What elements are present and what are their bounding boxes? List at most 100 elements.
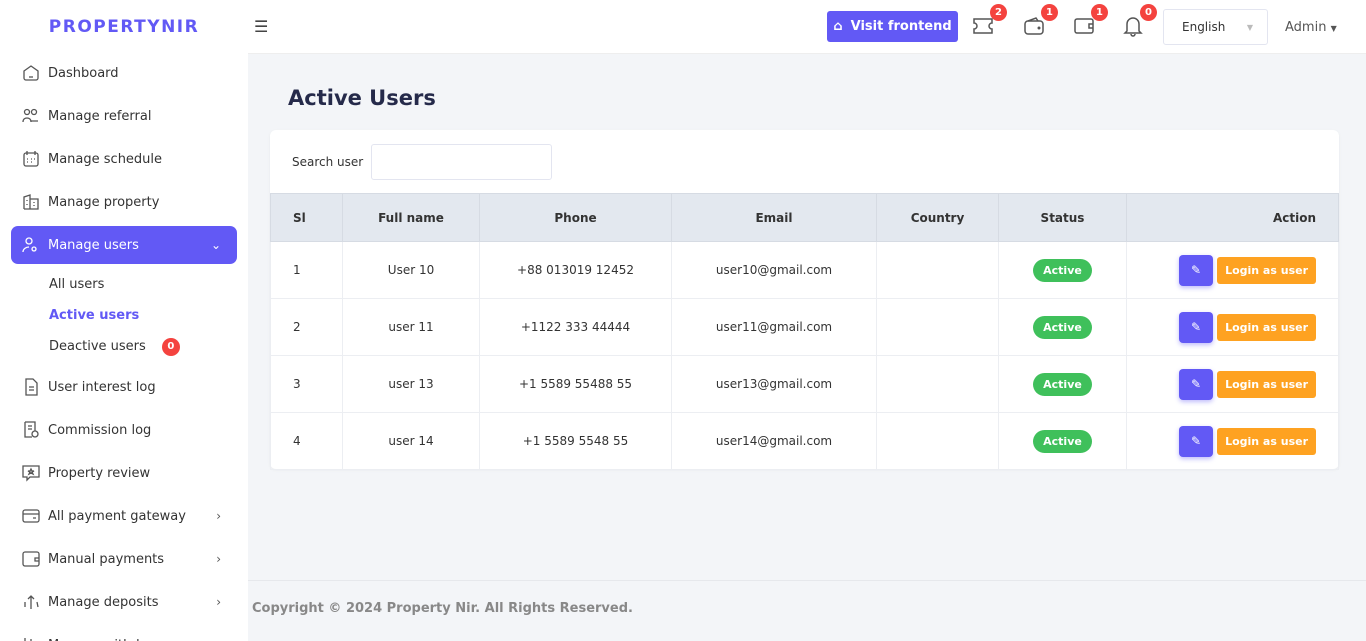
search-bar: Search user — [292, 144, 553, 180]
cell-action: ✎ Login as user — [1126, 298, 1339, 356]
cell-sl: 2 — [270, 298, 343, 356]
bell-icon[interactable]: 0 — [1121, 4, 1157, 38]
building-icon — [22, 193, 40, 211]
deposit-icon — [22, 593, 40, 611]
sidebar-item-manage-users[interactable]: Manage users ⌄ — [11, 226, 237, 264]
edit-button[interactable]: ✎ — [1179, 254, 1214, 286]
cell-name: user 14 — [342, 412, 480, 470]
cell-country — [876, 355, 999, 413]
sidebar-item-manage-deposits[interactable]: Manage deposits › — [11, 583, 237, 621]
cell-name: user 11 — [342, 298, 480, 356]
sidebar-item-manage-referral[interactable]: Manage referral — [11, 97, 237, 135]
cell-action: ✎ Login as user — [1126, 355, 1339, 413]
edit-button[interactable]: ✎ — [1179, 311, 1214, 343]
sidebar-item-user-interest-log[interactable]: User interest log — [11, 368, 237, 406]
payment-icon[interactable]: 1 — [1072, 4, 1108, 38]
cell-phone: +1 5589 55488 55 — [479, 355, 672, 413]
column-header-email: Email — [671, 193, 877, 242]
sidebar-item-property-review[interactable]: Property review — [11, 454, 237, 492]
status-badge: Active — [1033, 372, 1092, 396]
cell-action: ✎ Login as user — [1126, 412, 1339, 470]
cell-phone: +1122 333 44444 — [479, 298, 672, 356]
cell-status: Active — [998, 298, 1127, 356]
language-select[interactable]: English ▼ — [1163, 9, 1268, 45]
pencil-icon: ✎ — [1191, 377, 1202, 391]
edit-button[interactable]: ✎ — [1179, 425, 1214, 457]
pencil-icon: ✎ — [1191, 263, 1202, 277]
star-message-icon — [22, 464, 40, 482]
cell-email: user10@gmail.com — [671, 241, 877, 299]
table-row: 2 user 11 +1122 333 44444 user11@gmail.c… — [270, 298, 1339, 356]
status-badge: Active — [1033, 429, 1092, 453]
users-card: Search user Sl Full name Phone Email Country… — [270, 130, 1339, 470]
sidebar-item-dashboard[interactable]: Dashboard — [11, 54, 237, 92]
cell-email: user11@gmail.com — [671, 298, 877, 356]
card-icon — [22, 507, 40, 525]
calendar-icon — [22, 150, 40, 168]
payment-badge: 1 — [1091, 4, 1108, 21]
cell-name: user 13 — [342, 355, 480, 413]
page-title: Active Users — [288, 86, 436, 110]
cell-name: User 10 — [342, 241, 480, 299]
sidebar-item-manage-schedule[interactable]: Manage schedule — [11, 140, 237, 178]
cell-status: Active — [998, 241, 1127, 299]
users-table: Sl Full name Phone Email Country Status Action… — [270, 193, 1339, 470]
cell-sl: 1 — [270, 241, 343, 299]
table-row: 1 User 10 +88 013019 12452 user10@gmail.… — [270, 241, 1339, 299]
topbar: ☰ ⌂ Visit frontend 2 1 1 0 English ▼ Admin… — [248, 0, 1366, 54]
status-badge: Active — [1033, 315, 1092, 339]
sidebar-item-manual-payments[interactable]: Manual payments › — [11, 540, 237, 578]
user-gear-icon — [22, 236, 40, 254]
sidebar-item-all-payment-gateway[interactable]: All payment gateway › — [11, 497, 237, 535]
caret-down-icon: ▼ — [1246, 22, 1253, 32]
login-as-user-button[interactable]: Login as user — [1217, 256, 1316, 284]
cell-email: user14@gmail.com — [671, 412, 877, 470]
edit-button[interactable]: ✎ — [1179, 368, 1214, 400]
cell-country — [876, 412, 999, 470]
cell-country — [876, 241, 999, 299]
caret-down-icon: ▼ — [1330, 24, 1337, 33]
wallet-icon[interactable]: 1 — [1022, 4, 1058, 38]
menu-toggle-icon[interactable]: ☰ — [254, 17, 269, 36]
column-header-status: Status — [998, 193, 1127, 242]
home-icon — [22, 64, 40, 82]
login-as-user-button[interactable]: Login as user — [1217, 427, 1316, 455]
ticket-icon[interactable]: 2 — [971, 4, 1007, 38]
column-header-sl: Sl — [270, 193, 343, 242]
table-row: 3 user 13 +1 5589 55488 55 user13@gmail.… — [270, 355, 1339, 413]
wallet-icon — [22, 550, 40, 568]
column-header-country: Country — [876, 193, 999, 242]
sidebar-item-commission-log[interactable]: Commission log — [11, 411, 237, 449]
sidebar-subitem-deactive-users[interactable]: Deactive users 0 — [0, 331, 248, 362]
footer: Copyright © 2024 Property Nir. All Right… — [248, 580, 1366, 641]
cell-country — [876, 298, 999, 356]
logo[interactable]: PROPERTYNIR — [48, 17, 200, 37]
column-header-full-name: Full name — [342, 193, 480, 242]
login-as-user-button[interactable]: Login as user — [1217, 313, 1316, 341]
cell-status: Active — [998, 412, 1127, 470]
cell-phone: +1 5589 5548 55 — [479, 412, 672, 470]
chevron-right-icon: › — [216, 509, 221, 523]
deactive-users-badge: 0 — [161, 337, 180, 356]
admin-menu[interactable]: Admin ▼ — [1285, 20, 1337, 35]
cell-email: user13@gmail.com — [671, 355, 877, 413]
status-badge: Active — [1033, 258, 1092, 282]
cell-sl: 3 — [270, 355, 343, 413]
ticket-badge: 2 — [990, 4, 1007, 21]
sidebar-subitem-all-users[interactable]: All users — [49, 277, 105, 292]
column-header-phone: Phone — [479, 193, 672, 242]
sidebar-item-manage-property[interactable]: Manage property — [11, 183, 237, 221]
notification-badge: 0 — [1140, 4, 1157, 21]
sidebar-subitem-active-users[interactable]: Active users — [49, 308, 140, 323]
receipt-icon — [22, 421, 40, 439]
sidebar: PROPERTYNIR Dashboard Manage referral Mana… — [0, 0, 248, 641]
login-as-user-button[interactable]: Login as user — [1217, 370, 1316, 398]
cell-sl: 4 — [270, 412, 343, 470]
document-icon — [22, 378, 40, 396]
home-icon: ⌂ — [833, 19, 843, 34]
sidebar-item-manage-withdraw[interactable]: Manage withdraw› — [11, 626, 237, 641]
table-row: 4 user 14 +1 5589 5548 55 user14@gmail.c… — [270, 412, 1339, 470]
chevron-right-icon: › — [216, 552, 221, 566]
visit-frontend-button[interactable]: ⌂ Visit frontend — [827, 11, 958, 42]
search-input[interactable] — [371, 144, 553, 180]
